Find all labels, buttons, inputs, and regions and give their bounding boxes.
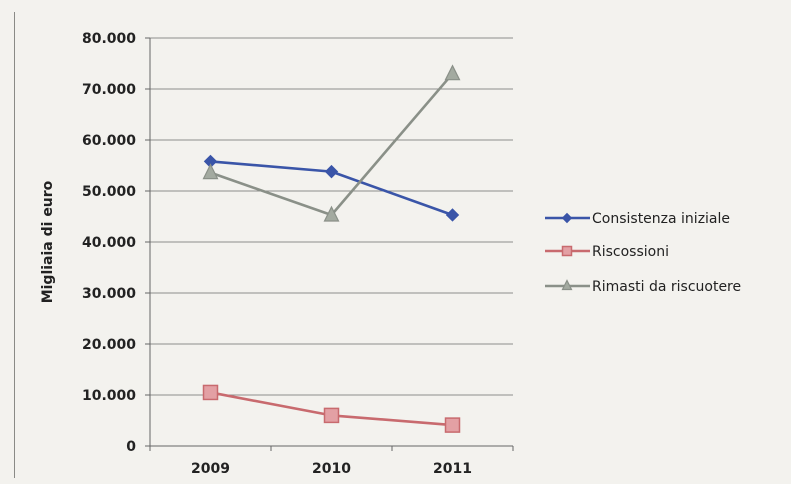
- series-rimasti-da-riscuotere: [202, 64, 461, 222]
- data-point: [323, 205, 340, 222]
- y-tick-label: 10.000: [82, 388, 136, 404]
- data-point: [202, 163, 219, 180]
- y-tick-labels: 0 10.000 20.000 30.000 40.000 50.000 60.000 70.…: [82, 31, 136, 455]
- y-tick-label: 80.000: [82, 31, 136, 47]
- x-tick-label: 2009: [191, 461, 230, 477]
- legend-item: Riscossioni: [545, 244, 669, 260]
- y-tick-label: 50.000: [82, 184, 136, 200]
- data-point: [445, 208, 460, 222]
- series-line: [210, 72, 454, 217]
- series-riscossioni: [202, 384, 461, 433]
- legend-item: Consistenza iniziale: [545, 211, 730, 227]
- legend-label: Rimasti da riscuotere: [592, 279, 741, 295]
- x-tick-label: 2011: [433, 461, 472, 477]
- data-point: [561, 279, 573, 291]
- legend-label: Riscossioni: [592, 244, 669, 260]
- y-axis-title: Migliaia di euro: [40, 180, 56, 303]
- chart-frame: [14, 12, 787, 478]
- data-point: [323, 407, 340, 424]
- data-point: [324, 164, 339, 179]
- gridlines: [145, 37, 513, 447]
- data-point: [202, 384, 219, 401]
- x-tick-labels: 2009 2010 2011: [149, 446, 514, 477]
- y-tick-label: 60.000: [82, 133, 136, 149]
- data-point: [444, 64, 461, 81]
- x-tick-label: 2010: [312, 461, 351, 477]
- axes: [149, 38, 513, 447]
- series-consistenza-iniziale: [203, 154, 460, 222]
- legend: Consistenza iniziale Riscossioni Rimasti d…: [545, 211, 741, 295]
- data-point: [561, 245, 573, 257]
- data-point: [561, 212, 573, 224]
- y-tick-label: 0: [126, 439, 136, 455]
- y-tick-label: 20.000: [82, 337, 136, 353]
- legend-item: Rimasti da riscuotere: [545, 279, 741, 295]
- legend-label: Consistenza iniziale: [592, 211, 730, 227]
- y-tick-label: 40.000: [82, 235, 136, 251]
- data-point: [444, 417, 461, 433]
- y-tick-label: 70.000: [82, 82, 136, 98]
- series-group: [202, 64, 461, 433]
- y-tick-label: 30.000: [82, 286, 136, 302]
